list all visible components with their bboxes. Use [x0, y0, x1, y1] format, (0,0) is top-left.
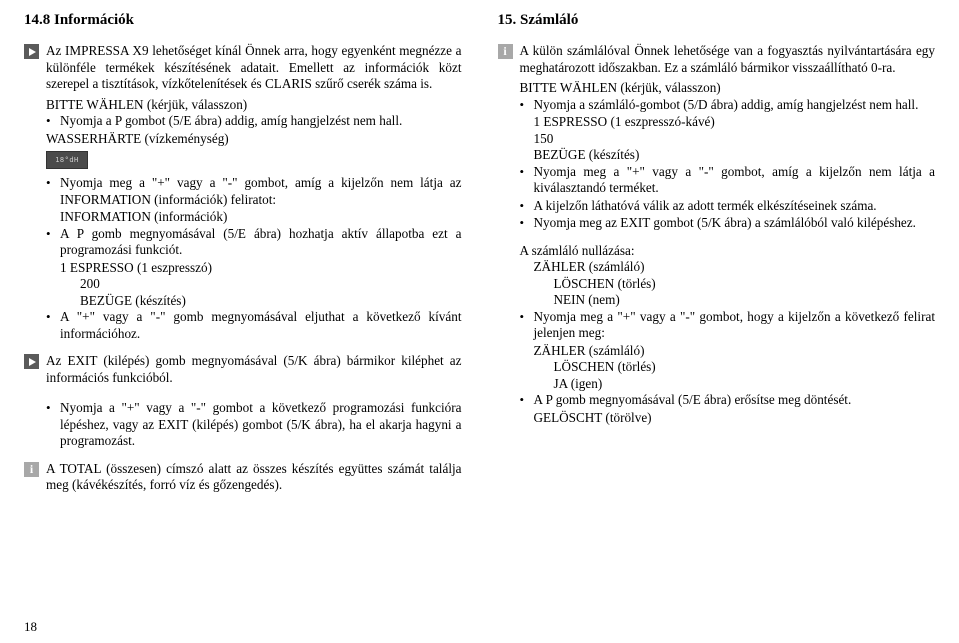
arrow-right-icon [24, 44, 39, 59]
list-item: Nyomja a számláló-gombot (5/D ábra) addi… [520, 97, 936, 114]
bullet-list-r3: Nyomja meg a "+" vagy a "-" gombot, hogy… [520, 309, 936, 342]
nein-line: NEIN (nem) [554, 292, 936, 309]
intro-text-r: A külön számlálóval Önnek lehetősége van… [520, 43, 936, 76]
bullet-list-2: Nyomja meg a "+" vagy a "-" gombot, amíg… [46, 175, 462, 208]
espresso-line-r: 1 ESPRESSO (1 eszpresszó-kávé) [534, 114, 936, 131]
intro-block-r: i A külön számlálóval Önnek lehetősége v… [498, 43, 936, 76]
loschen-line: LÖSCHEN (törlés) [554, 276, 936, 293]
intro-text: Az IMPRESSA X9 lehetőséget kínál Önnek a… [46, 43, 462, 93]
loschen-line-2: LÖSCHEN (törlés) [554, 359, 936, 376]
bullet-list-5: Nyomja a "+" vagy a "-" gombot a követke… [46, 400, 462, 450]
intro-block: Az IMPRESSA X9 lehetőséget kínál Önnek a… [24, 43, 462, 93]
bitte-wahlen-line-r: BITTE WÄHLEN (kérjük, válasszon) [520, 80, 936, 97]
left-column: 14.8 Információk Az IMPRESSA X9 lehetősé… [24, 12, 480, 635]
espresso-line: 1 ESPRESSO (1 eszpresszó) [60, 260, 462, 277]
lcd-row: 18°dH [46, 151, 462, 171]
exit-text: Az EXIT (kilépés) gomb megnyomásával (5/… [46, 353, 462, 386]
list-item: A P gomb megnyomásával (5/E ábra) hozhat… [46, 226, 462, 259]
bezuge-line-r: BEZÜGE (készítés) [534, 147, 936, 164]
right-column: 15. Számláló i A külön számlálóval Önnek… [480, 12, 936, 635]
page-number: 18 [24, 619, 37, 635]
bullet-list-r2: Nyomja meg a "+" vagy a "-" gombot, amíg… [520, 164, 936, 232]
count-200: 200 [80, 276, 462, 293]
wasserharte-line: WASSERHÄRTE (vízkeménység) [46, 131, 462, 148]
zahler-line: ZÄHLER (számláló) [534, 259, 936, 276]
total-text: A TOTAL (összesen) címszó alatt az össze… [46, 461, 462, 494]
bullet-list-4: A "+" vagy a "-" gomb megnyomásával elju… [46, 309, 462, 342]
list-item: A kijelzőn láthatóvá válik az adott term… [520, 198, 936, 215]
ja-line: JA (igen) [554, 376, 936, 393]
list-item: A "+" vagy a "-" gomb megnyomásával elju… [46, 309, 462, 342]
bullet-list-1: Nyomja a P gombot (5/E ábra) addig, amíg… [46, 113, 462, 130]
lcd-display-icon: 18°dH [46, 151, 88, 169]
reset-title: A számláló nullázása: [520, 243, 936, 260]
bitte-wahlen-line: BITTE WÄHLEN (kérjük, válasszon) [46, 97, 462, 114]
bullet-list-r4: A P gomb megnyomásával (5/E ábra) erősít… [520, 392, 936, 409]
information-line: INFORMATION (információk) [60, 209, 462, 226]
total-block: i A TOTAL (összesen) címszó alatt az öss… [24, 461, 462, 494]
list-item: A P gomb megnyomásával (5/E ábra) erősít… [520, 392, 936, 409]
list-item: Nyomja meg a "+" vagy a "-" gombot, hogy… [520, 309, 936, 342]
list-item: Nyomja meg az EXIT gombot (5/K ábra) a s… [520, 215, 936, 232]
geloscht-line: GELÖSCHT (törölve) [534, 410, 936, 427]
section-heading-14-8: 14.8 Információk [24, 12, 462, 29]
zahler-line-2: ZÄHLER (számláló) [534, 343, 936, 360]
bullet-list-r1: Nyomja a számláló-gombot (5/D ábra) addi… [520, 97, 936, 114]
list-item: Nyomja a "+" vagy a "-" gombot a követke… [46, 400, 462, 450]
list-item: Nyomja meg a "+" vagy a "-" gombot, amíg… [520, 164, 936, 197]
bullet-list-3: A P gomb megnyomásával (5/E ábra) hozhat… [46, 226, 462, 259]
list-item: Nyomja meg a "+" vagy a "-" gombot, amíg… [46, 175, 462, 208]
section-heading-15: 15. Számláló [498, 12, 936, 29]
bezuge-line: BEZÜGE (készítés) [80, 293, 462, 310]
list-item: Nyomja a P gombot (5/E ábra) addig, amíg… [46, 113, 462, 130]
arrow-right-icon [24, 354, 39, 369]
info-hint-icon: i [498, 44, 513, 59]
count-150: 150 [534, 131, 936, 148]
exit-block: Az EXIT (kilépés) gomb megnyomásával (5/… [24, 353, 462, 386]
info-hint-icon: i [24, 462, 39, 477]
